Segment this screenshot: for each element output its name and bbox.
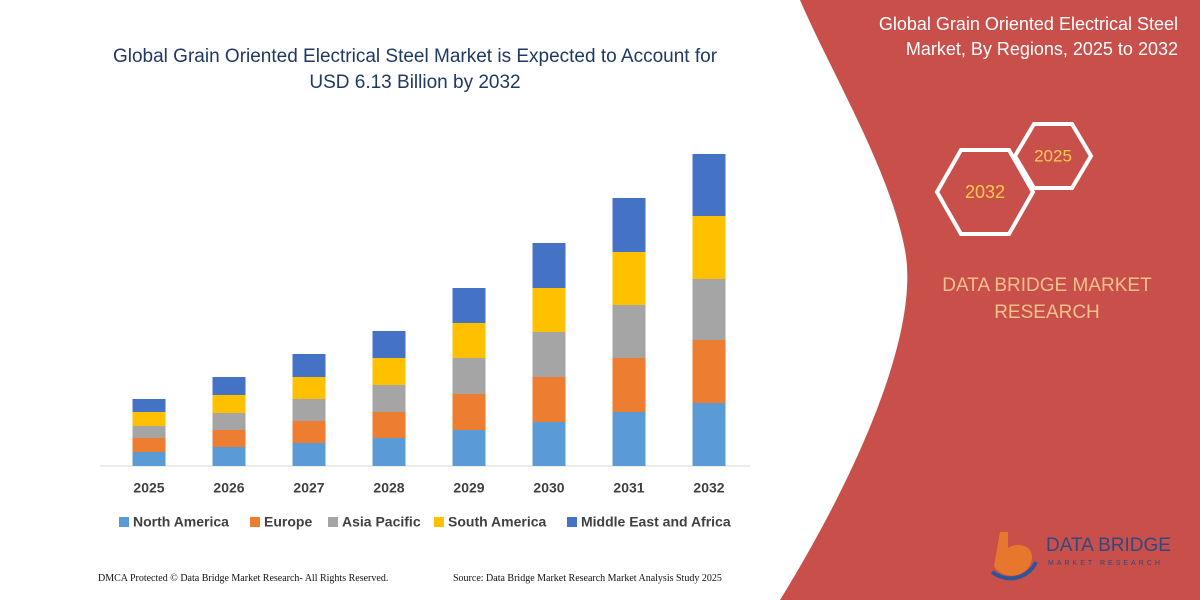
- footer-text: Source: Data Bridge Market Research Mark…: [453, 573, 722, 584]
- logo-name: DATA BRIDGE: [1046, 535, 1171, 556]
- bar-segment: [212, 447, 246, 466]
- bar-segment: [452, 358, 486, 394]
- brand-text: DATA BRIDGE MARKET RESEARCH: [942, 275, 1152, 323]
- bar-segment: [452, 394, 486, 430]
- hexagon: [934, 148, 1036, 236]
- bar-segment: [132, 438, 166, 452]
- legend-swatch: [328, 517, 338, 527]
- bar-segment: [372, 438, 406, 466]
- bar-segment: [692, 279, 726, 340]
- bar-segment: [452, 288, 486, 323]
- bar-segment: [292, 377, 326, 399]
- bar-segment: [292, 421, 326, 443]
- bar-segment: [612, 305, 646, 358]
- bar-segment: [532, 332, 566, 377]
- side-panel: [780, 0, 1200, 600]
- bar-segment: [612, 252, 646, 305]
- bar-segment: [132, 412, 166, 426]
- hexagon: [1012, 122, 1094, 190]
- bar-segment: [132, 426, 166, 438]
- x-tick-label: 2028: [373, 480, 404, 496]
- bar-segment: [452, 323, 486, 358]
- legend-swatch: [119, 517, 129, 527]
- legend-label: Europe: [264, 514, 312, 530]
- bar-segment: [212, 430, 246, 447]
- bar-segment: [532, 422, 566, 466]
- bar-segment: [692, 216, 726, 279]
- x-tick-label: 2026: [213, 480, 244, 496]
- x-tick-label: 2025: [133, 480, 164, 496]
- panel-title: Global Grain Oriented Electrical Steel M…: [878, 14, 1178, 59]
- bar-segment: [532, 288, 566, 332]
- logo-mark: [994, 532, 1032, 576]
- bar-segment: [612, 412, 646, 466]
- bar-segment: [372, 412, 406, 438]
- bar-segment: [212, 395, 246, 413]
- x-tick-label: 2027: [293, 480, 324, 496]
- bar-segment: [372, 385, 406, 412]
- bar-segment: [292, 399, 326, 421]
- bar-segment: [372, 331, 406, 358]
- x-tick-label: 2031: [613, 480, 644, 496]
- bar-segment: [132, 452, 166, 466]
- hex-label: 2032: [965, 182, 1005, 202]
- legend-swatch: [434, 517, 444, 527]
- bar-segment: [612, 198, 646, 252]
- x-tick-label: 2029: [453, 480, 484, 496]
- bar-segment: [692, 340, 726, 403]
- x-tick-label: 2030: [533, 480, 564, 496]
- x-tick-label: 2032: [693, 480, 724, 496]
- legend-label: Asia Pacific: [342, 514, 421, 530]
- bar-segment: [532, 243, 566, 288]
- bar-segment: [212, 413, 246, 430]
- bar-segment: [212, 377, 246, 395]
- legend-label: South America: [448, 514, 546, 530]
- bar-segment: [132, 399, 166, 412]
- footer-text: DMCA Protected © Data Bridge Market Rese…: [98, 573, 389, 584]
- bar-segment: [292, 354, 326, 377]
- bar-segment: [452, 430, 486, 466]
- bar-segment: [692, 154, 726, 216]
- bar-segment: [612, 358, 646, 412]
- bar-segment: [372, 358, 406, 385]
- bar-segment: [532, 377, 566, 422]
- chart-title: Global Grain Oriented Electrical Steel M…: [112, 46, 718, 93]
- legend-swatch: [250, 517, 260, 527]
- legend-label: North America: [133, 514, 229, 530]
- hex-label: 2025: [1034, 146, 1072, 165]
- logo-mark: [990, 561, 1038, 581]
- bar-segment: [292, 443, 326, 466]
- legend-swatch: [567, 517, 577, 527]
- bar-segment: [692, 403, 726, 466]
- logo-tagline: MARKET RESEARCH: [1048, 560, 1163, 567]
- legend-label: Middle East and Africa: [581, 514, 731, 530]
